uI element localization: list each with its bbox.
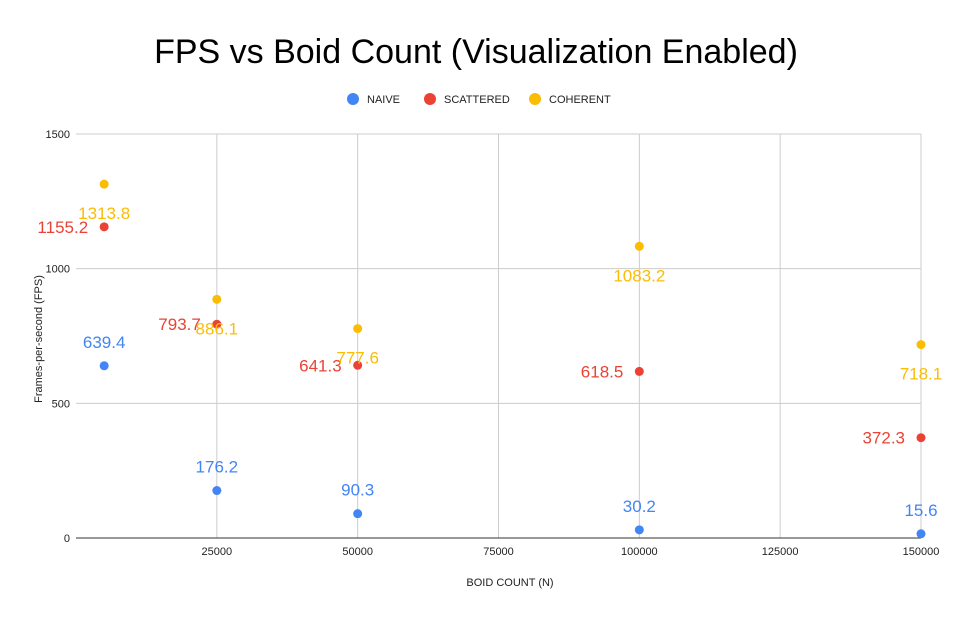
data-labels: 639.4 176.2 90.3 30.2 15.6 1155.2 793.7 641.3 61… <box>37 204 942 520</box>
x-tick-label: 50000 <box>342 546 373 558</box>
data-label-coherent: 718.1 <box>900 365 943 384</box>
point-scattered <box>353 360 363 370</box>
y-tick-label: 0 <box>64 533 70 545</box>
data-label-scattered: 793.7 <box>158 315 201 334</box>
legend-label-scattered: SCATTERED <box>444 94 510 106</box>
data-label-naive: 639.4 <box>83 333 126 352</box>
x-tick-label: 75000 <box>483 546 514 558</box>
y-tick-label: 500 <box>52 398 70 410</box>
data-label-naive: 90.3 <box>341 481 374 500</box>
point-coherent <box>634 241 644 251</box>
data-label-coherent: 1083.2 <box>613 266 665 285</box>
point-naive <box>212 486 222 496</box>
point-scattered <box>634 366 644 376</box>
point-coherent <box>99 179 109 189</box>
point-scattered <box>99 222 109 232</box>
grid <box>76 133 922 538</box>
point-naive <box>99 361 109 371</box>
x-tick-label: 25000 <box>202 546 233 558</box>
point-coherent <box>916 340 926 350</box>
data-label-coherent: 886.1 <box>196 319 239 338</box>
x-tick-label: 100000 <box>621 546 658 558</box>
x-axis-title: BOID COUNT (N) <box>466 577 553 589</box>
data-label-coherent: 1313.8 <box>78 204 130 223</box>
legend-marker-scattered <box>424 93 436 105</box>
data-label-scattered: 618.5 <box>581 362 624 381</box>
legend: NAIVE SCATTERED COHERENT <box>347 93 611 106</box>
data-label-coherent: 777.6 <box>336 349 379 368</box>
point-naive <box>634 525 644 535</box>
point-naive <box>353 509 363 519</box>
point-naive <box>916 529 926 539</box>
data-points <box>99 179 926 539</box>
point-scattered <box>212 319 222 329</box>
data-label-naive: 176.2 <box>196 458 239 477</box>
tick-labels: 0 500 1000 1500 25000 50000 75000 100000 125000 1… <box>46 129 940 558</box>
y-tick-label: 1500 <box>46 129 70 141</box>
x-tick-label: 150000 <box>903 546 940 558</box>
y-axis-title: Frames-per-second (FPS) <box>33 275 45 403</box>
legend-label-naive: NAIVE <box>367 94 400 106</box>
chart-title: FPS vs Boid Count (Visualization Enabled… <box>154 33 798 71</box>
point-scattered <box>916 433 926 443</box>
data-label-scattered: 1155.2 <box>37 218 88 237</box>
y-tick-label: 1000 <box>46 264 70 276</box>
data-label-naive: 30.2 <box>623 497 656 516</box>
legend-marker-coherent <box>529 93 541 105</box>
legend-marker-naive <box>347 93 359 105</box>
data-label-scattered: 641.3 <box>299 356 342 375</box>
data-label-naive: 15.6 <box>904 501 937 520</box>
point-coherent <box>212 294 222 304</box>
point-coherent <box>353 324 363 334</box>
legend-label-coherent: COHERENT <box>549 94 611 106</box>
data-label-scattered: 372.3 <box>862 429 905 448</box>
x-tick-label: 125000 <box>762 546 799 558</box>
